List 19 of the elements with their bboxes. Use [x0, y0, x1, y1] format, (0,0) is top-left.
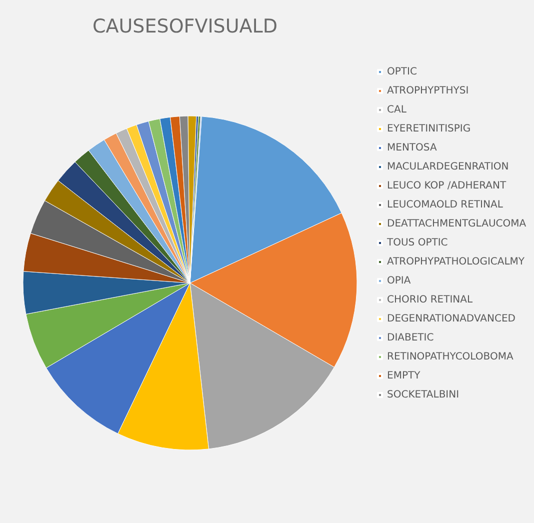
- legend-label: OPIA: [387, 276, 411, 286]
- legend-label: OPTIC: [387, 66, 417, 78]
- legend-label: RETINOPATHYCOLOBOMA: [387, 352, 514, 362]
- legend-label: LEUCO KOP /ADHERANT: [387, 180, 507, 192]
- legend-label: CHORIO RETINAL: [387, 294, 473, 306]
- legend-label: DEGENRATIONADVANCED: [387, 314, 516, 324]
- legend-label: CAL: [387, 104, 407, 116]
- legend-label: MENTOSA: [387, 142, 437, 154]
- legend-label: EYERETINITISPIG: [387, 124, 471, 134]
- legend-label: ATROPHYPTHYSI: [387, 86, 469, 96]
- chart-title: CAUSESOFVISUALD: [92, 16, 278, 38]
- legend-label: DEATTACHMENTGLAUCOMA: [387, 218, 526, 230]
- legend-label: TOUS OPTIC: [386, 238, 448, 248]
- legend-label: ATROPHYPATHOLOGICALMY: [387, 256, 526, 268]
- legend-label: MACULARDEGENRATION: [387, 162, 509, 172]
- legend-label: SOCKETALBINI: [387, 390, 460, 400]
- legend-label: EMPTY: [387, 370, 422, 382]
- legend-label: LEUCOMAOLD RETINAL: [387, 200, 504, 210]
- legend-label: DIABETIC: [387, 332, 434, 344]
